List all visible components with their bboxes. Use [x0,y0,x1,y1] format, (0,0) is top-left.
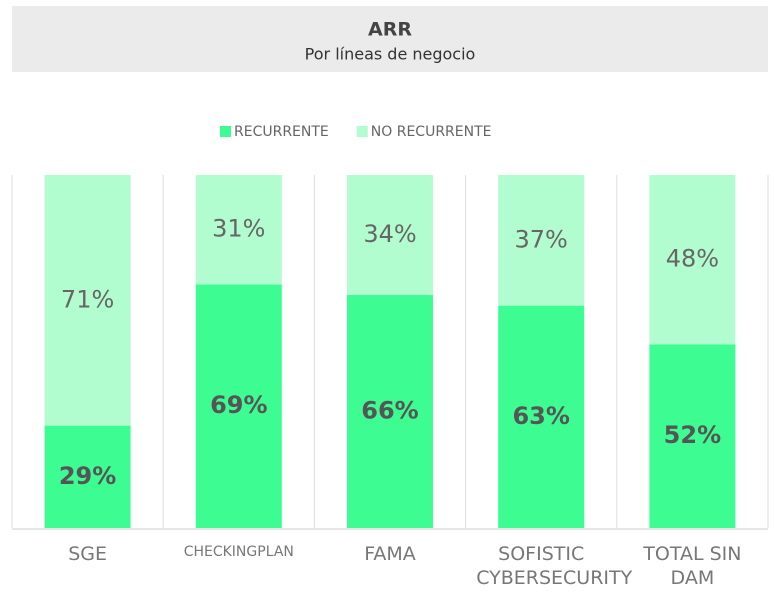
chart-title: ARR [368,19,412,41]
data-label: 31% [212,215,265,243]
bar-segment [44,175,131,426]
data-label: 52% [664,421,721,449]
legend-swatch [356,126,368,137]
bar-segment [347,295,433,528]
data-label: 37% [515,225,568,253]
bar-segment [44,425,131,528]
bar-segment [498,305,585,528]
data-label: 69% [210,391,267,419]
x-tick-label: SGE [68,543,107,565]
data-label: 63% [512,402,569,430]
bar-segment [649,175,736,345]
legend-label: RECURRENTE [234,124,329,140]
data-label: 29% [59,462,116,490]
x-tick-label: SOFISTIC CYBERSECURITY [476,543,633,589]
data-label: 34% [363,220,416,248]
bar-segment [347,175,433,296]
bar-segment [195,284,282,528]
x-tick-label: FAMA [364,543,416,565]
legend-swatch [220,126,231,137]
x-tick-label: TOTAL SIN DAM [643,543,742,589]
data-label: 66% [361,397,418,425]
data-label: 48% [666,245,719,273]
x-tick-label: CHECKINGPLAN [183,544,294,560]
bar-segment [195,175,282,285]
legend-label: NO RECURRENTE [371,124,492,140]
chart-subtitle: Por líneas de negocio [305,45,476,64]
header-box [12,6,768,72]
bar-segment [649,344,736,528]
bar-segment [498,175,585,306]
data-label: 71% [61,285,114,313]
